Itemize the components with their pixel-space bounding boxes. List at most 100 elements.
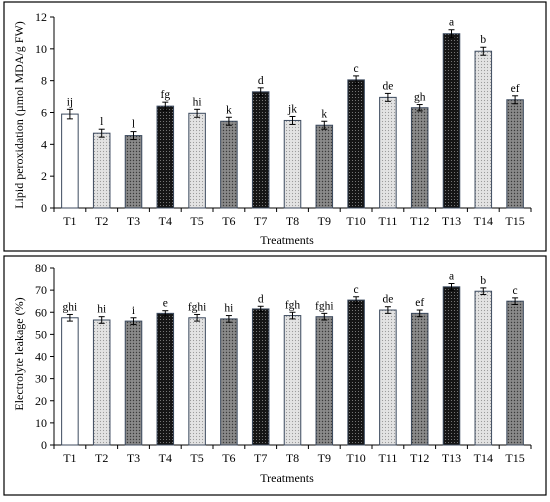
chart-frame [3, 1, 547, 252]
bar-t15 [506, 99, 524, 209]
x-tick-label: T8 [286, 214, 299, 228]
significance-letter: k [321, 108, 327, 120]
bar-t11 [379, 309, 397, 446]
x-tick-label: T7 [254, 214, 267, 228]
x-tick-label: T9 [318, 451, 331, 465]
significance-letter: jk [287, 103, 297, 115]
y-axis-label: Lipid peroxidation (µmol MDA/g FW) [12, 21, 26, 209]
x-tick-label: T6 [222, 451, 235, 465]
bar-t10 [347, 299, 365, 446]
bar-t3 [124, 320, 143, 446]
bar-t15 [506, 300, 524, 446]
x-tick-label: T6 [222, 214, 235, 228]
x-tick-label: T9 [318, 214, 331, 228]
electrolyte-leakage-chart: Electrolyte leakage (%) Treatments 0 10 20… [3, 255, 547, 496]
y-tick-label: 10 [35, 42, 47, 56]
bar-t12 [410, 312, 429, 446]
bar-t3 [124, 135, 143, 209]
significance-letter: gh [414, 92, 426, 104]
x-tick-label: T1 [63, 451, 76, 465]
y-axis-label: Electrolyte leakage (%) [12, 297, 26, 410]
x-tick-label: T15 [505, 451, 524, 465]
significance-letter: hi [224, 303, 233, 315]
significance-letter: c [354, 284, 359, 296]
chart-frame [3, 255, 547, 496]
x-tick-label: T12 [410, 451, 429, 465]
bar-t12 [410, 107, 429, 209]
y-tick-label: 60 [35, 305, 47, 319]
x-axis-label: Treatments [260, 233, 314, 247]
lipid-peroxidation-chart: Lipid peroxidation (µmol MDA/g FW) Treat… [3, 1, 547, 252]
y-tick-label: 50 [35, 327, 47, 341]
significance-letter: a [449, 17, 454, 29]
x-axis-label: Treatments [260, 471, 314, 485]
bar-t7 [251, 91, 270, 209]
bar-t10 [347, 79, 365, 209]
x-tick-label: T2 [95, 214, 108, 228]
significance-letter: hi [193, 96, 202, 108]
x-tick-label: T13 [442, 451, 461, 465]
x-tick-label: T3 [127, 214, 140, 228]
significance-letter: d [258, 75, 264, 87]
significance-letter: l [100, 116, 103, 128]
significance-letter: ghi [63, 301, 78, 313]
y-tick-label: 2 [41, 169, 47, 183]
x-tick-label: T10 [346, 451, 365, 465]
y-tick-label: 4 [41, 137, 47, 151]
x-tick-label: T3 [127, 451, 140, 465]
significance-letter: c [513, 285, 518, 297]
y-tick-label: 40 [35, 350, 47, 364]
significance-letter: fghi [188, 301, 207, 313]
bar-t2 [92, 319, 111, 446]
bar-t7 [251, 308, 270, 446]
significance-letter: d [258, 293, 264, 305]
bar-t1 [61, 113, 79, 209]
bar-t14 [474, 290, 493, 446]
bar-t9 [315, 124, 334, 209]
y-tick-label: 0 [41, 201, 47, 215]
significance-letter: fghi [315, 300, 334, 312]
significance-letter: de [382, 80, 393, 92]
significance-letter: b [480, 275, 486, 287]
x-tick-label: T11 [378, 451, 397, 465]
y-tick-label: 6 [41, 106, 47, 120]
significance-letter: ij [67, 96, 73, 108]
significance-letter: i [132, 305, 135, 317]
significance-letter: ef [511, 83, 520, 95]
y-tick-label: 70 [35, 283, 47, 297]
significance-letter: fgh [285, 299, 301, 311]
bar-t13 [442, 33, 461, 209]
y-tick-label: 30 [35, 372, 47, 386]
significance-letter: a [449, 270, 454, 282]
y-tick-label: 80 [35, 261, 47, 275]
bar-t1 [61, 317, 79, 446]
significance-letter: c [354, 63, 359, 75]
y-tick-label: 8 [41, 74, 47, 88]
significance-letter: hi [97, 304, 106, 316]
significance-letter: fg [161, 89, 171, 101]
bar-t6 [220, 318, 238, 446]
bar-t4 [156, 105, 175, 209]
x-tick-label: T7 [254, 451, 267, 465]
x-tick-label: T2 [95, 451, 108, 465]
bar-t4 [156, 312, 175, 446]
significance-letter: b [480, 34, 486, 46]
bar-t5 [188, 112, 206, 209]
y-tick-label: 12 [35, 10, 47, 24]
y-tick-label: 0 [41, 438, 47, 452]
x-tick-label: T5 [190, 451, 203, 465]
bar-t14 [474, 50, 493, 209]
y-tick-label: 10 [35, 416, 47, 430]
x-tick-label: T14 [474, 214, 493, 228]
bar-t8 [283, 315, 302, 446]
bar-t13 [442, 286, 461, 446]
x-tick-label: T1 [63, 214, 76, 228]
significance-letter: ef [415, 297, 424, 309]
significance-letter: de [382, 294, 393, 306]
x-tick-label: T8 [286, 451, 299, 465]
x-tick-label: T5 [190, 214, 203, 228]
x-tick-label: T4 [159, 451, 172, 465]
significance-letter: l [132, 119, 135, 131]
bar-t8 [283, 119, 302, 209]
